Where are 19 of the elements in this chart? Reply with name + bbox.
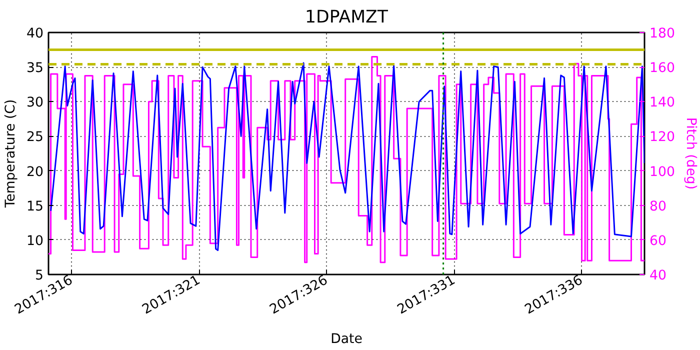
y-tick-label: 15 (26, 199, 44, 214)
y2-tick-label: 120 (650, 130, 675, 146)
y2-tick-label: 180 (650, 26, 675, 42)
y-tick-label: 40 (26, 26, 44, 42)
y-tick-label: 35 (26, 61, 44, 76)
y2-tick-label: 40 (650, 268, 666, 284)
y2-axis-title: Pitch (deg) (682, 117, 698, 190)
y2-tick-label: 100 (650, 164, 675, 180)
y2-tick-label: 160 (650, 61, 675, 76)
y2-tick-label: 140 (650, 96, 675, 111)
y-tick-label: 10 (26, 234, 44, 249)
x-axis-title: Date (330, 332, 362, 348)
y2-tick-label: 60 (650, 234, 666, 249)
y-tick-label: 25 (26, 130, 44, 146)
y-tick-label: 20 (26, 164, 44, 180)
chart-title: 1DPAMZT (305, 8, 388, 28)
y2-tick-label: 80 (650, 199, 666, 214)
y-axis-title: Temperature (C) (4, 99, 19, 209)
y-tick-label: 30 (26, 96, 44, 111)
